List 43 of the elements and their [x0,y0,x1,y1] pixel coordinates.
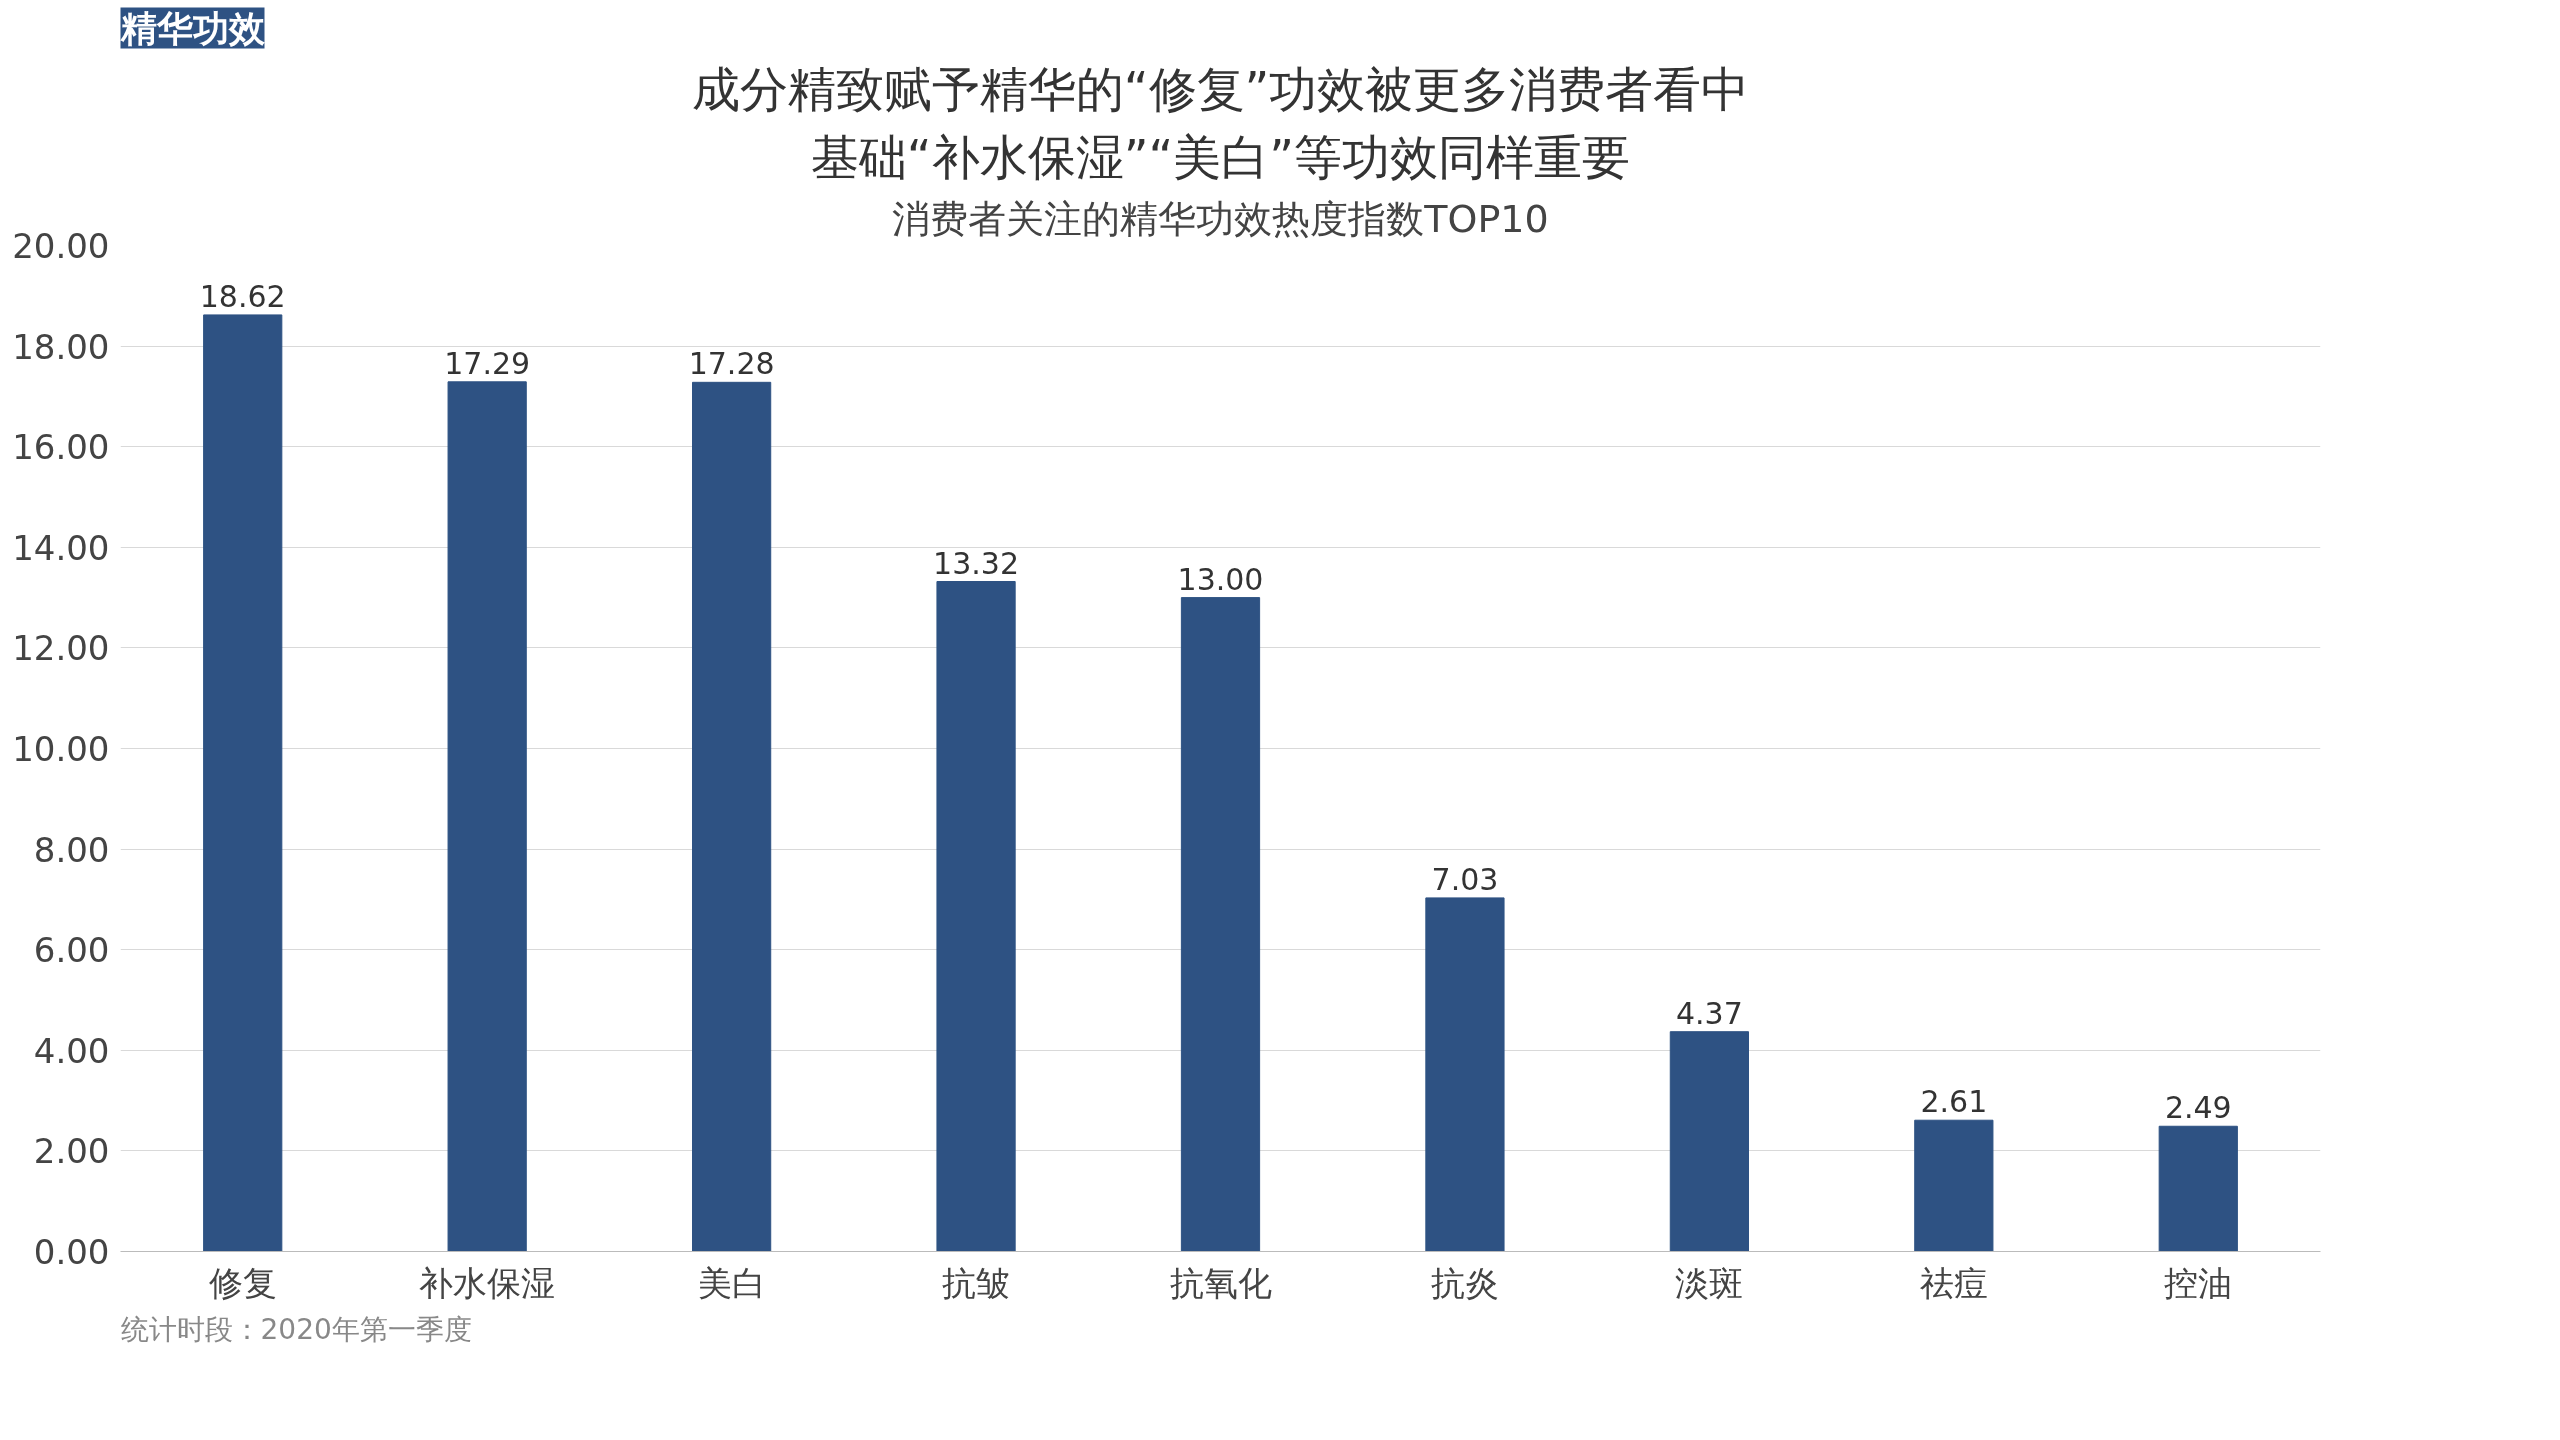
data-label: 17.28 [688,346,775,382]
y-tick-label: 20.00 [12,226,110,266]
bar [2158,1125,2238,1252]
data-label: 17.29 [444,345,531,381]
y-tick-label: 4.00 [33,1030,110,1071]
data-label: 18.62 [199,278,286,314]
bar [1669,1031,1749,1252]
y-tick-label: 0.00 [33,1232,110,1272]
y-tick-label: 14.00 [12,527,110,568]
data-label: 13.32 [933,545,1019,581]
y-tick-label: 10.00 [12,729,110,769]
data-label: 2.61 [1920,1084,1988,1120]
text: 消费者关注的精华功效热度指数TOP10 [892,196,1549,241]
y-tick-label: 2.00 [33,1131,110,1172]
x-tick-label: 淡斑 [1675,1262,1744,1303]
x-tick-label: 补水保湿 [419,1262,556,1303]
bar [1914,1119,1994,1252]
text: 精华功效 [119,7,266,49]
bar [203,314,283,1252]
x-tick-label: 抗炎 [1430,1262,1499,1303]
bar [1425,897,1505,1252]
y-tick-label: 16.00 [12,427,110,468]
x-tick-label: 控油 [2164,1262,2233,1303]
chart-subtitle: 基础“补水保湿”“美白”等功效同样重要 [810,128,1631,185]
data-label: 7.03 [1431,861,1499,897]
x-tick-label: 抗皱 [942,1262,1011,1303]
x-tick-label: 美白 [697,1262,766,1303]
data-label: 2.49 [2164,1090,2232,1126]
x-tick-label: 抗氧化 [1169,1262,1272,1303]
x-tick-label: 修复 [208,1262,277,1303]
data-label: 4.37 [1675,995,1743,1031]
bar [936,581,1016,1252]
data-label: 13.00 [1177,561,1264,597]
chart-title: 成分精致赋予精华的“修复”功效被更多消费者看中 [691,60,1750,117]
y-tick-label: 8.00 [33,829,110,870]
x-tick-label: 祛痘 [1919,1262,1988,1303]
y-tick-label: 12.00 [12,628,110,669]
bar [1180,597,1261,1252]
bar [447,381,527,1252]
text: 统计时段：2020年第一季度 [120,1312,472,1346]
bar [692,381,772,1252]
y-tick-label: 6.00 [33,930,110,971]
y-tick-label: 18.00 [12,326,110,367]
